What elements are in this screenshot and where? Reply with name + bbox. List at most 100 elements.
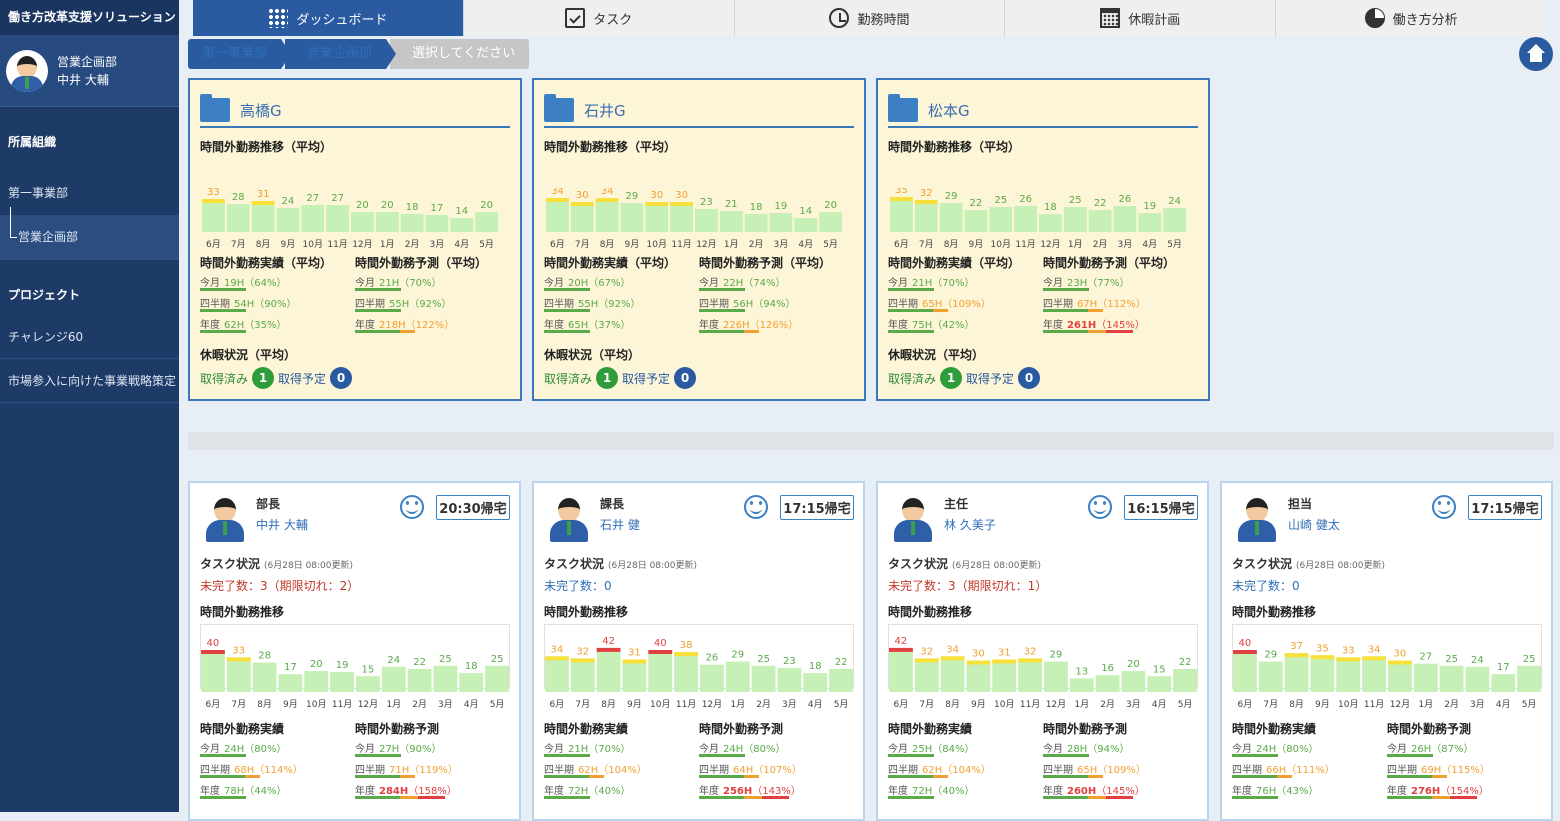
section-title: 時間外勤務実績（平均） [888,256,1021,270]
section-title: 時間外勤務予測 [1387,722,1472,736]
group-card[interactable]: 石井G 時間外勤務推移（平均） 34 6月 30 7月 34 8月 29 9月 30 10月 30 11月… [532,78,866,401]
chart-month-label: 5月 [1167,239,1182,250]
stat-row: 年度 76H（43%） [1232,782,1335,803]
stat-ratio: （90%） [399,744,442,755]
sidebar-item-market-strategy[interactable]: 市場参入に向けた事業戦略策定 [0,359,179,403]
stat-ratio: （64%） [244,278,287,289]
section-title: 時間外勤務実績 [888,722,973,736]
stat-period: 今月 [544,278,564,289]
member-name[interactable]: 中井 大輔 [256,518,308,532]
stat-bar [1043,330,1133,333]
stat-period: 年度 [1043,320,1063,331]
stat-period: 今月 [1043,744,1063,755]
chart-bar [1121,671,1146,692]
stat-row: 今月 24H（80%） [200,740,303,761]
chart-value-label: 14 [455,206,468,217]
current-user[interactable]: 営業企画部 中井 大輔 [0,35,179,107]
chart-bar-cap [1310,655,1335,660]
chart-month-label: 11月 [671,239,691,250]
member-card[interactable]: 担当 山崎 健太 17:15帰宅 タスク状況 (6月28日 08:00更新) 未完了数：0… [1220,481,1553,821]
chart-month-label: 7月 [1263,699,1278,710]
group-name[interactable]: 石井G [584,101,626,120]
member-name[interactable]: 山崎 健太 [1288,518,1340,532]
stat-value: 78H [224,786,245,797]
task-summary[interactable]: 未完了数：0 [544,579,612,593]
breadcrumb-division[interactable]: 第一事業部 [188,39,292,69]
chart-bar-cap [670,202,693,206]
stat-bar [1232,775,1292,778]
tab-analysis[interactable]: 働き方分析 [1276,0,1546,36]
planned-count-badge[interactable]: 0 [674,367,697,389]
stat-bar [200,754,246,757]
sidebar-item-division[interactable]: 第一事業部 [8,186,69,200]
group-name[interactable]: 高橋G [240,101,282,120]
chart-bar [769,213,793,232]
chart-month-label: 3月 [1126,699,1141,710]
stat-period: 今月 [888,744,908,755]
stat-value: 22H [723,278,744,289]
stat-value: 67H [1077,299,1098,310]
task-summary[interactable]: 未完了数：3（期限切れ：2） [200,579,360,593]
sidebar-item-challenge60[interactable]: チャレンジ60 [0,315,179,359]
chart-value-label: 32 [576,646,589,657]
chart-month-label: 8月 [601,699,616,710]
chart-value-label: 30 [650,190,663,201]
task-summary[interactable]: 未完了数：0 [1232,579,1300,593]
breadcrumb-planning[interactable]: 営業企画部 [285,39,397,69]
task-summary[interactable]: 未完了数：3（期限切れ：1） [888,579,1048,593]
home-button[interactable] [1519,37,1553,71]
chart-value-label: 24 [282,196,295,207]
chart-month-label: 1月 [730,699,745,710]
member-card[interactable]: 課長 石井 健 17:15帰宅 タスク状況 (6月28日 08:00更新) 未完了数：0 時… [532,481,865,821]
stat-period: 年度 [699,786,719,797]
member-name[interactable]: 林 久美子 [944,518,996,532]
section-title: 時間外勤務予測（平均） [699,256,832,270]
section-divider [188,432,1554,450]
task-status-title: タスク状況 (6月28日 08:00更新) [1232,555,1385,572]
stat-period: 四半期 [1043,765,1073,776]
stat-ratio: （67%） [588,278,631,289]
tab-work-hours[interactable]: 勤務時間 [734,0,1006,36]
chart-bar-cap [545,656,569,661]
taken-count-badge[interactable]: 1 [596,367,619,389]
tab-task[interactable]: タスク [463,0,735,36]
stat-bar [544,309,590,312]
stat-value: 261H [1067,320,1097,331]
stat-value: 218H [379,320,406,331]
group-card[interactable]: 松本G 時間外勤務推移（平均） 35 6月 32 7月 29 8月 22 9月 25 10月 26 11月… [876,78,1210,401]
stats-block: 今月 27H（90%） 四半期 71H（119%） 年度 284H（158%） [355,740,458,803]
chart-bar [330,672,354,692]
member-card[interactable]: 主任林 久美子 16:15帰宅 タスク状況 (6月28日 08:00更新) 未完了数：3… [876,481,1209,821]
chart-bar-cap [1362,656,1386,661]
chart-bar [251,201,275,232]
stat-period: 四半期 [699,299,729,310]
tab-vacation[interactable]: 休暇計画 [1005,0,1277,36]
taken-count-badge[interactable]: 1 [252,367,275,389]
chart-value-label: 25 [439,654,452,665]
chart-value-label: 20 [824,200,837,211]
chart-value-label: 16 [1101,663,1114,674]
planned-count-badge[interactable]: 0 [1018,367,1041,389]
group-card[interactable]: 高橋G 時間外勤務推移（平均） 33 6月 28 7月 31 8月 24 9月 27 10月 27 11月… [188,78,522,401]
stat-bar [1387,754,1433,757]
chart-month-label: 8月 [944,239,959,250]
chart-month-label: 7月 [575,239,590,250]
taken-count-badge[interactable]: 1 [940,367,963,389]
chart-bar [939,203,963,232]
stat-row: 年度 72H（40%） [888,782,991,803]
member-name[interactable]: 石井 健 [600,518,640,532]
sidebar: 働き方改革支援ソリューション 営業企画部 中井 大輔 所属組織 第一事業部 営業… [0,0,179,812]
section-title: 時間外勤務実績（平均） [544,256,677,270]
planned-label: 取得予定 [966,371,1015,386]
chart-bar [1413,663,1438,692]
tab-dashboard[interactable]: ダッシュボード [193,0,464,36]
planned-count-badge[interactable]: 0 [330,367,353,389]
sidebar-item-planning[interactable]: 営業企画部 [0,207,179,259]
group-name[interactable]: 松本G [928,101,970,120]
chart-bar [546,198,569,232]
member-card[interactable]: 部長 中井 大輔 20:30帰宅 タスク状況 (6月28日 08:00更新) 未完了数：3… [188,481,521,821]
chart-value-label: 27 [331,193,344,204]
breadcrumb-select[interactable]: 選択してください [390,39,530,69]
smiley-icon [1432,495,1456,519]
section-title: 時間外勤務推移 [888,605,973,619]
